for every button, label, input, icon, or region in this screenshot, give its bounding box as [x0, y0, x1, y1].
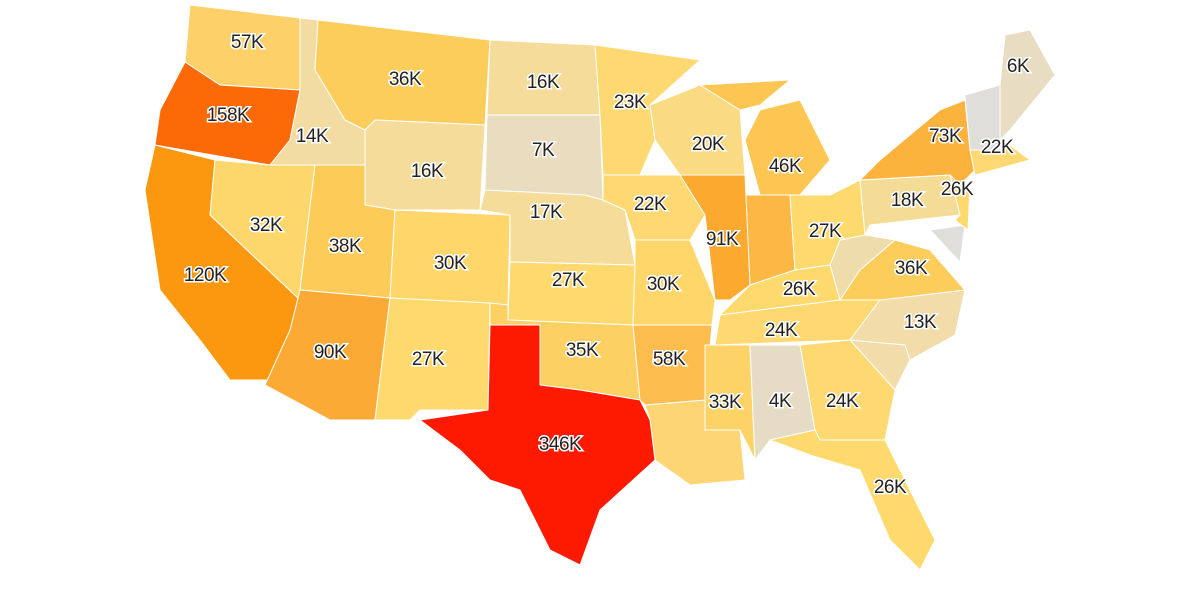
- state-label: 26K: [783, 279, 816, 300]
- state-label: 6K: [1007, 56, 1030, 77]
- state-label: 27K: [809, 221, 842, 242]
- state-va: [839, 239, 966, 301]
- state-label: 18K: [891, 190, 924, 211]
- state-label: 30K: [434, 253, 467, 274]
- state-label: 16K: [527, 72, 560, 93]
- state-label: 27K: [412, 349, 445, 370]
- state-label: 4K: [769, 391, 792, 412]
- state-nj: [949, 174, 971, 231]
- state-label: 346K: [539, 434, 582, 455]
- state-mi-upper: [699, 79, 791, 111]
- state-me: [999, 29, 1056, 141]
- state-ma-ct: [969, 144, 1031, 176]
- state-label: 73K: [929, 126, 962, 147]
- state-tx: [419, 324, 656, 566]
- state-indiana: [744, 194, 796, 286]
- state-label: 158K: [207, 105, 250, 126]
- state-label: 14K: [296, 126, 329, 147]
- state-mi: [744, 99, 831, 196]
- state-label: 7K: [532, 140, 555, 161]
- state-label: 36K: [895, 258, 928, 279]
- state-ky: [719, 264, 841, 316]
- state-delaware-maryland: [929, 224, 966, 263]
- state-ar: [632, 324, 713, 406]
- state-label: 24K: [826, 391, 859, 412]
- state-label: 17K: [530, 202, 563, 223]
- state-labels: 57K 158K 120K 14K 32K 36K 16K 38K 30K 90K 27K 16K 7K…: [182, 31, 1032, 500]
- state-il: [679, 174, 751, 301]
- state-label: 35K: [566, 340, 599, 361]
- state-label: 13K: [904, 312, 937, 333]
- state-label: 26K: [941, 179, 974, 200]
- state-label: 23K: [614, 92, 647, 113]
- state-label: 90K: [314, 342, 347, 363]
- state-label: 38K: [329, 236, 362, 257]
- state-label: 36K: [389, 69, 422, 90]
- state-label: 24K: [765, 320, 798, 341]
- state-label: 30K: [647, 274, 680, 295]
- state-label: 26K: [874, 477, 907, 498]
- state-label: 22K: [981, 137, 1014, 158]
- state-label: 16K: [411, 161, 444, 182]
- state-label: 33K: [709, 392, 742, 413]
- labeled-states: [144, 4, 1056, 571]
- state-label: 120K: [184, 265, 227, 286]
- state-fl: [769, 429, 936, 571]
- state-label: 32K: [250, 215, 283, 236]
- state-label: 27K: [552, 270, 585, 291]
- state-label: 57K: [231, 32, 264, 53]
- state-ms: [704, 344, 756, 461]
- unlabeled-states: [644, 84, 1001, 486]
- state-label: 20K: [692, 134, 725, 155]
- state-mn: [594, 44, 701, 176]
- state-label: 46K: [769, 156, 802, 177]
- state-label: 22K: [634, 194, 667, 215]
- state-label: 58K: [653, 349, 686, 370]
- state-label: 91K: [706, 229, 739, 250]
